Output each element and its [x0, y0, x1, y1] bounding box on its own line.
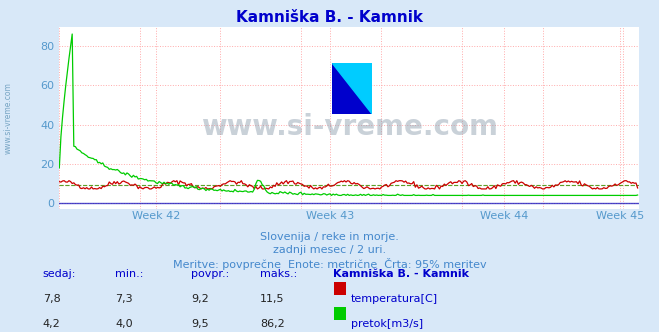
- Text: maks.:: maks.:: [260, 269, 298, 279]
- Text: 11,5: 11,5: [260, 294, 285, 304]
- Text: min.:: min.:: [115, 269, 144, 279]
- Text: pretok[m3/s]: pretok[m3/s]: [351, 319, 422, 329]
- Text: zadnji mesec / 2 uri.: zadnji mesec / 2 uri.: [273, 245, 386, 255]
- Text: www.si-vreme.com: www.si-vreme.com: [3, 82, 13, 154]
- Text: 7,3: 7,3: [115, 294, 133, 304]
- Text: Week 42: Week 42: [132, 211, 180, 221]
- Text: 4,0: 4,0: [115, 319, 133, 329]
- Text: Week 44: Week 44: [480, 211, 528, 221]
- Text: Kamniška B. - Kamnik: Kamniška B. - Kamnik: [333, 269, 469, 279]
- Text: 4,2: 4,2: [43, 319, 61, 329]
- Text: 86,2: 86,2: [260, 319, 285, 329]
- Text: Slovenija / reke in morje.: Slovenija / reke in morje.: [260, 232, 399, 242]
- Text: Meritve: povprečne  Enote: metrične  Črta: 95% meritev: Meritve: povprečne Enote: metrične Črta:…: [173, 258, 486, 270]
- Text: 9,5: 9,5: [191, 319, 209, 329]
- Text: sedaj:: sedaj:: [43, 269, 76, 279]
- Text: 7,8: 7,8: [43, 294, 61, 304]
- Text: Kamniška B. - Kamnik: Kamniška B. - Kamnik: [236, 10, 423, 25]
- Text: povpr.:: povpr.:: [191, 269, 229, 279]
- Text: www.si-vreme.com: www.si-vreme.com: [201, 113, 498, 141]
- Text: temperatura[C]: temperatura[C]: [351, 294, 438, 304]
- Text: 9,2: 9,2: [191, 294, 209, 304]
- Text: Week 43: Week 43: [306, 211, 354, 221]
- Text: Week 45: Week 45: [596, 211, 644, 221]
